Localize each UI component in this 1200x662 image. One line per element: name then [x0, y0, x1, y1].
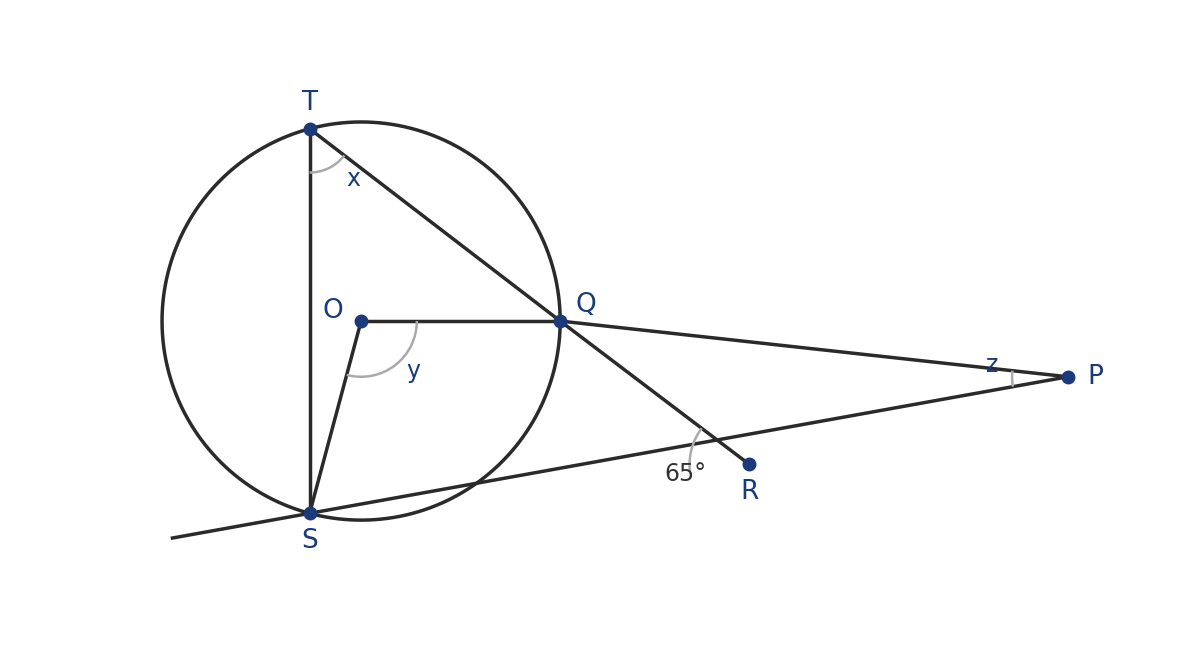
Text: x: x: [347, 167, 360, 191]
Text: T: T: [301, 90, 318, 116]
Text: y: y: [406, 359, 420, 383]
Text: P: P: [1087, 364, 1104, 390]
Text: O: O: [323, 298, 343, 324]
Text: z: z: [986, 353, 998, 377]
Text: Q: Q: [576, 292, 596, 318]
Text: 65°: 65°: [665, 462, 707, 487]
Text: S: S: [301, 528, 318, 554]
Text: R: R: [740, 479, 758, 505]
